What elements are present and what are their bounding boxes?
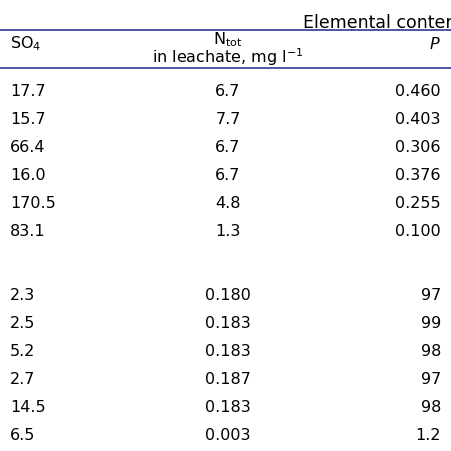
Text: 7.7: 7.7 — [215, 112, 241, 128]
Text: 1.3: 1.3 — [215, 225, 241, 239]
Text: 0.180: 0.180 — [205, 289, 251, 304]
Text: 6.7: 6.7 — [215, 84, 241, 100]
Text: 17.7: 17.7 — [10, 84, 46, 100]
Text: in leachate, mg l$^{-1}$: in leachate, mg l$^{-1}$ — [152, 46, 304, 68]
Text: 170.5: 170.5 — [10, 197, 56, 212]
Text: 0.003: 0.003 — [205, 428, 251, 443]
Text: 2.3: 2.3 — [10, 289, 35, 304]
Text: 0.306: 0.306 — [396, 141, 441, 156]
Text: 99: 99 — [421, 317, 441, 331]
Text: SO$_4$: SO$_4$ — [10, 35, 41, 53]
Text: 15.7: 15.7 — [10, 112, 46, 128]
Text: 0.376: 0.376 — [396, 169, 441, 184]
Text: 4.8: 4.8 — [215, 197, 241, 212]
Text: 98: 98 — [421, 400, 441, 415]
Text: 0.403: 0.403 — [396, 112, 441, 128]
Text: 6.7: 6.7 — [215, 169, 241, 184]
Text: 1.2: 1.2 — [415, 428, 441, 443]
Text: 2.5: 2.5 — [10, 317, 35, 331]
Text: 6.5: 6.5 — [10, 428, 35, 443]
Text: 6.7: 6.7 — [215, 141, 241, 156]
Text: 0.100: 0.100 — [395, 225, 441, 239]
Text: 14.5: 14.5 — [10, 400, 46, 415]
Text: 66.4: 66.4 — [10, 141, 46, 156]
Text: 0.460: 0.460 — [396, 84, 441, 100]
Text: 5.2: 5.2 — [10, 345, 35, 359]
Text: N$_{\mathrm{tot}}$: N$_{\mathrm{tot}}$ — [213, 31, 243, 49]
Text: 0.183: 0.183 — [205, 400, 251, 415]
Text: 97: 97 — [421, 373, 441, 387]
Text: 83.1: 83.1 — [10, 225, 46, 239]
Text: 98: 98 — [421, 345, 441, 359]
Text: 0.255: 0.255 — [396, 197, 441, 212]
Text: 0.187: 0.187 — [205, 373, 251, 387]
Text: 16.0: 16.0 — [10, 169, 46, 184]
Text: Elemental conter: Elemental conter — [304, 14, 451, 32]
Text: 97: 97 — [421, 289, 441, 304]
Text: 0.183: 0.183 — [205, 317, 251, 331]
Text: 0.183: 0.183 — [205, 345, 251, 359]
Text: $P$: $P$ — [429, 36, 441, 52]
Text: 2.7: 2.7 — [10, 373, 35, 387]
